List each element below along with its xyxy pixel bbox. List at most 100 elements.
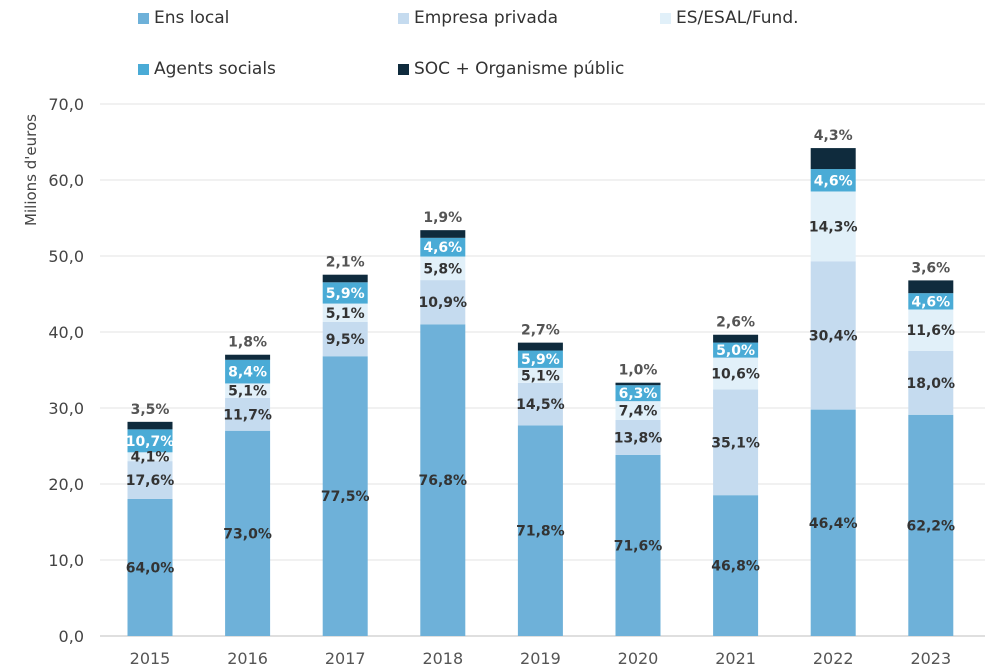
data-label: 4,3% bbox=[814, 128, 853, 144]
data-label: 4,6% bbox=[911, 294, 950, 310]
data-label: 62,2% bbox=[907, 518, 956, 534]
data-label: 1,8% bbox=[228, 335, 267, 351]
bar-segment bbox=[713, 342, 759, 358]
data-label: 18,0% bbox=[907, 376, 956, 392]
y-tick-label: 50,0 bbox=[48, 247, 84, 266]
legend-swatch-agents-socials bbox=[138, 63, 149, 75]
bar-segment bbox=[127, 498, 173, 636]
bar-segment bbox=[615, 454, 661, 636]
data-label: 14,5% bbox=[516, 397, 565, 413]
data-label: 4,6% bbox=[423, 240, 462, 256]
bar-segment bbox=[615, 382, 661, 386]
legend-swatch-ens-local bbox=[138, 12, 149, 24]
bar-segment bbox=[810, 191, 856, 262]
legend-item-ens-local: Ens local bbox=[138, 8, 229, 28]
legend-swatch-soc-organisme-public bbox=[398, 63, 409, 75]
data-label: 6,3% bbox=[619, 386, 658, 402]
x-tick-label: 2021 bbox=[715, 649, 756, 668]
bar-segment bbox=[517, 367, 563, 383]
x-tick-label: 2023 bbox=[910, 649, 951, 668]
data-label: 71,6% bbox=[614, 538, 663, 554]
data-label: 3,6% bbox=[911, 260, 950, 276]
bar-segment bbox=[908, 280, 954, 294]
x-tick-label: 2022 bbox=[813, 649, 854, 668]
data-label: 10,6% bbox=[711, 367, 760, 383]
data-label: 76,8% bbox=[419, 473, 468, 489]
bar-segment bbox=[615, 419, 661, 455]
legend-swatch-empresa-privada bbox=[398, 12, 409, 24]
bar-segment bbox=[420, 237, 466, 257]
legend-item-soc-organisme-public: SOC + Organisme públic bbox=[398, 59, 624, 79]
chart-legend: Ens local Empresa privada ES/ESAL/Fund. … bbox=[0, 0, 985, 90]
x-tick-label: 2017 bbox=[325, 649, 366, 668]
bar-segment bbox=[420, 256, 466, 281]
data-label: 4,6% bbox=[814, 173, 853, 189]
data-label: 1,0% bbox=[619, 363, 658, 379]
data-label: 71,8% bbox=[516, 524, 565, 540]
data-label: 5,1% bbox=[521, 368, 560, 384]
bar-segment bbox=[127, 452, 173, 462]
legend-label-es-esal-fund: ES/ESAL/Fund. bbox=[676, 8, 799, 28]
data-label: 73,0% bbox=[223, 526, 272, 542]
data-label: 7,4% bbox=[619, 404, 658, 420]
bar-segment bbox=[713, 357, 759, 390]
y-tick-label: 0,0 bbox=[59, 627, 84, 646]
data-label: 14,3% bbox=[809, 219, 858, 235]
data-label: 2,1% bbox=[326, 255, 365, 271]
legend-item-agents-socials: Agents socials bbox=[138, 59, 276, 79]
data-label: 64,0% bbox=[126, 560, 175, 576]
legend-label-agents-socials: Agents socials bbox=[154, 59, 276, 79]
y-tick-label: 70,0 bbox=[48, 95, 84, 114]
data-label: 5,9% bbox=[521, 352, 560, 368]
bar-segment bbox=[810, 261, 856, 410]
data-label: 1,9% bbox=[423, 210, 462, 226]
legend-item-empresa-privada: Empresa privada bbox=[398, 8, 558, 28]
data-label: 77,5% bbox=[321, 489, 370, 505]
bar-segment bbox=[225, 359, 271, 384]
bar-segment bbox=[127, 429, 173, 453]
bar-segment bbox=[322, 303, 368, 322]
bar-segment bbox=[517, 425, 563, 636]
bar-segment bbox=[810, 169, 856, 192]
bar-segment bbox=[322, 274, 368, 283]
bar-segment bbox=[713, 334, 759, 343]
x-tick-label: 2018 bbox=[422, 649, 463, 668]
y-tick-label: 30,0 bbox=[48, 399, 84, 418]
bar-segment bbox=[908, 350, 954, 415]
bar-segment bbox=[615, 385, 661, 402]
y-tick-label: 40,0 bbox=[48, 323, 84, 342]
bar-segment bbox=[908, 293, 954, 310]
x-tick-label: 2016 bbox=[227, 649, 268, 668]
y-tick-label: 60,0 bbox=[48, 171, 84, 190]
data-label: 10,7% bbox=[126, 434, 175, 450]
data-label: 4,1% bbox=[131, 450, 170, 466]
data-label: 46,4% bbox=[809, 516, 858, 532]
data-label: 2,6% bbox=[716, 315, 755, 331]
y-axis-label: Milions d'euros bbox=[22, 114, 40, 226]
bar-segment bbox=[225, 430, 271, 636]
data-label: 5,9% bbox=[326, 286, 365, 302]
data-label: 11,7% bbox=[223, 407, 272, 423]
bar-segment bbox=[908, 309, 954, 351]
legend-label-empresa-privada: Empresa privada bbox=[414, 8, 559, 28]
data-label: 17,6% bbox=[126, 473, 175, 489]
bar-segment bbox=[810, 148, 856, 170]
bar-segment bbox=[420, 280, 466, 325]
bar-segment bbox=[322, 321, 368, 357]
bar-segment bbox=[127, 461, 173, 499]
data-label: 30,4% bbox=[809, 328, 858, 344]
x-tick-label: 2020 bbox=[618, 649, 659, 668]
data-label: 9,5% bbox=[326, 332, 365, 348]
bar-segment bbox=[322, 356, 368, 636]
bar-segment bbox=[225, 383, 271, 398]
data-label: 5,8% bbox=[423, 261, 462, 277]
y-tick-label: 10,0 bbox=[48, 551, 84, 570]
data-label: 11,6% bbox=[907, 323, 956, 339]
bar-segment bbox=[225, 354, 271, 360]
bar-segment bbox=[517, 342, 563, 351]
y-tick-label: 20,0 bbox=[48, 475, 84, 494]
data-label: 2,7% bbox=[521, 323, 560, 339]
data-label: 3,5% bbox=[131, 402, 170, 418]
legend-label-soc-organisme-public: SOC + Organisme públic bbox=[414, 59, 625, 79]
